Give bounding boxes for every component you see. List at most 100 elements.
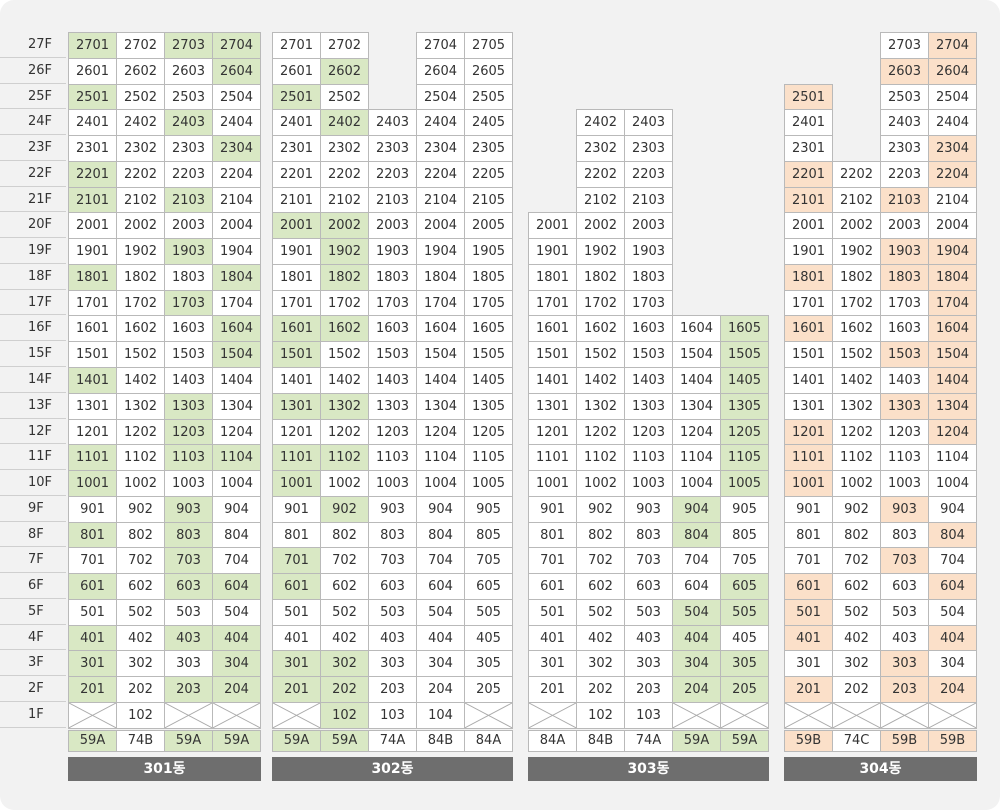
- unit-cell[interactable]: 305: [464, 650, 513, 678]
- unit-cell[interactable]: 1304: [212, 392, 261, 420]
- unit-cell[interactable]: 1703: [368, 289, 417, 317]
- unit-cell[interactable]: 2104: [212, 186, 261, 214]
- unit-cell[interactable]: 1801: [784, 263, 833, 291]
- unit-cell[interactable]: 2105: [464, 186, 513, 214]
- unit-cell[interactable]: 1802: [320, 263, 369, 291]
- unit-cell[interactable]: 1505: [464, 341, 513, 368]
- unit-cell[interactable]: 1005: [464, 470, 513, 497]
- unit-cell[interactable]: 2005: [464, 212, 513, 240]
- unit-cell[interactable]: 204: [672, 676, 721, 704]
- unit-cell[interactable]: 1504: [212, 341, 261, 368]
- unit-cell[interactable]: 1802: [576, 263, 625, 291]
- unit-cell[interactable]: 2501: [272, 83, 321, 111]
- unit-cell[interactable]: 1105: [720, 444, 769, 472]
- unit-cell[interactable]: 902: [832, 495, 881, 523]
- unit-cell[interactable]: 1605: [720, 315, 769, 343]
- unit-cell[interactable]: 2101: [784, 186, 833, 214]
- unit-cell[interactable]: 804: [416, 521, 465, 549]
- unit-cell[interactable]: 1504: [672, 341, 721, 368]
- unit-cell[interactable]: 1303: [880, 392, 929, 420]
- unavailable-unit-cell[interactable]: [784, 702, 833, 729]
- unit-cell[interactable]: 901: [784, 495, 833, 523]
- unit-cell[interactable]: 1304: [928, 392, 977, 420]
- unit-cell[interactable]: 2503: [164, 83, 213, 111]
- unit-cell[interactable]: 2202: [320, 160, 369, 188]
- unit-cell[interactable]: 401: [528, 624, 577, 652]
- unit-cell[interactable]: 1503: [164, 341, 213, 368]
- unit-cell[interactable]: 2404: [416, 109, 465, 137]
- unit-cell[interactable]: 1305: [464, 392, 513, 420]
- unit-cell[interactable]: 1402: [116, 367, 165, 394]
- unit-cell[interactable]: 301: [68, 650, 117, 678]
- unit-cell[interactable]: 1303: [164, 392, 213, 420]
- unit-cell[interactable]: 1601: [68, 315, 117, 343]
- unit-cell[interactable]: 1604: [416, 315, 465, 343]
- unit-cell[interactable]: 505: [464, 598, 513, 626]
- unit-cell[interactable]: 2604: [928, 57, 977, 85]
- unit-cell[interactable]: 903: [368, 495, 417, 523]
- unit-cell[interactable]: 504: [416, 598, 465, 626]
- unit-cell[interactable]: 704: [928, 547, 977, 575]
- unit-cell[interactable]: 1003: [368, 470, 417, 497]
- unit-cell[interactable]: 2601: [68, 57, 117, 85]
- unit-cell[interactable]: 302: [576, 650, 625, 678]
- unit-cell[interactable]: 203: [624, 676, 673, 704]
- unavailable-unit-cell[interactable]: [928, 702, 977, 729]
- unit-cell[interactable]: 503: [880, 598, 929, 626]
- unit-cell[interactable]: 403: [880, 624, 929, 652]
- unit-cell[interactable]: 404: [928, 624, 977, 652]
- unit-cell[interactable]: 1903: [164, 238, 213, 265]
- unit-cell[interactable]: 404: [672, 624, 721, 652]
- unit-cell[interactable]: 2704: [928, 32, 977, 59]
- unit-cell[interactable]: 304: [212, 650, 261, 678]
- unit-cell[interactable]: 2604: [212, 57, 261, 85]
- unavailable-unit-cell[interactable]: [832, 702, 881, 729]
- unit-cell[interactable]: 901: [272, 495, 321, 523]
- unit-cell[interactable]: 2004: [416, 212, 465, 240]
- unit-cell[interactable]: 2705: [464, 32, 513, 59]
- unit-cell[interactable]: 1903: [368, 238, 417, 265]
- unit-cell[interactable]: 1801: [528, 263, 577, 291]
- unit-cell[interactable]: 2101: [68, 186, 117, 214]
- unit-cell[interactable]: 2601: [272, 57, 321, 85]
- unit-cell[interactable]: 2501: [68, 83, 117, 111]
- unit-cell[interactable]: 1405: [720, 367, 769, 394]
- unit-cell[interactable]: 2102: [576, 186, 625, 214]
- unit-cell[interactable]: 903: [164, 495, 213, 523]
- unit-cell[interactable]: 601: [784, 573, 833, 600]
- unit-cell[interactable]: 2003: [624, 212, 673, 240]
- unit-cell[interactable]: 201: [784, 676, 833, 704]
- unit-cell[interactable]: 1102: [320, 444, 369, 472]
- unit-cell[interactable]: 405: [720, 624, 769, 652]
- unit-cell[interactable]: 1802: [116, 263, 165, 291]
- unavailable-unit-cell[interactable]: [164, 702, 213, 729]
- unit-cell[interactable]: 2302: [116, 135, 165, 162]
- unit-cell[interactable]: 2002: [576, 212, 625, 240]
- unit-cell[interactable]: 1805: [464, 263, 513, 291]
- unit-cell[interactable]: 1501: [784, 341, 833, 368]
- unit-cell[interactable]: 1101: [784, 444, 833, 472]
- unit-cell[interactable]: 1003: [624, 470, 673, 497]
- unit-cell[interactable]: 502: [576, 598, 625, 626]
- unit-cell[interactable]: 1303: [624, 392, 673, 420]
- unit-cell[interactable]: 1101: [272, 444, 321, 472]
- unit-cell[interactable]: 2302: [320, 135, 369, 162]
- unit-cell[interactable]: 403: [368, 624, 417, 652]
- unavailable-unit-cell[interactable]: [464, 702, 513, 729]
- unit-cell[interactable]: 1901: [528, 238, 577, 265]
- unit-cell[interactable]: 2204: [416, 160, 465, 188]
- unit-cell[interactable]: 603: [368, 573, 417, 600]
- unavailable-unit-cell[interactable]: [672, 702, 721, 729]
- unit-cell[interactable]: 1701: [528, 289, 577, 317]
- unit-cell[interactable]: 1202: [576, 418, 625, 446]
- unit-cell[interactable]: 401: [272, 624, 321, 652]
- unit-cell[interactable]: 1103: [880, 444, 929, 472]
- unit-cell[interactable]: 303: [624, 650, 673, 678]
- unit-cell[interactable]: 301: [272, 650, 321, 678]
- unit-cell[interactable]: 1602: [320, 315, 369, 343]
- unit-cell[interactable]: 1403: [624, 367, 673, 394]
- unit-cell[interactable]: 2301: [68, 135, 117, 162]
- unit-cell[interactable]: 604: [928, 573, 977, 600]
- unit-cell[interactable]: 1104: [928, 444, 977, 472]
- unit-cell[interactable]: 1804: [212, 263, 261, 291]
